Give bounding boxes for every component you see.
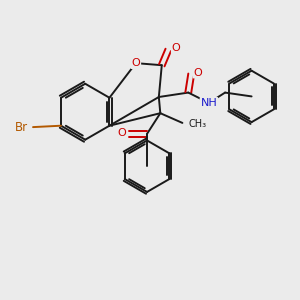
Text: O: O xyxy=(194,68,202,78)
Text: O: O xyxy=(117,128,126,138)
Text: O: O xyxy=(131,58,140,68)
Text: O: O xyxy=(172,44,181,53)
Text: NH: NH xyxy=(200,98,217,108)
Text: CH₃: CH₃ xyxy=(189,119,207,129)
Text: Br: Br xyxy=(15,121,28,134)
